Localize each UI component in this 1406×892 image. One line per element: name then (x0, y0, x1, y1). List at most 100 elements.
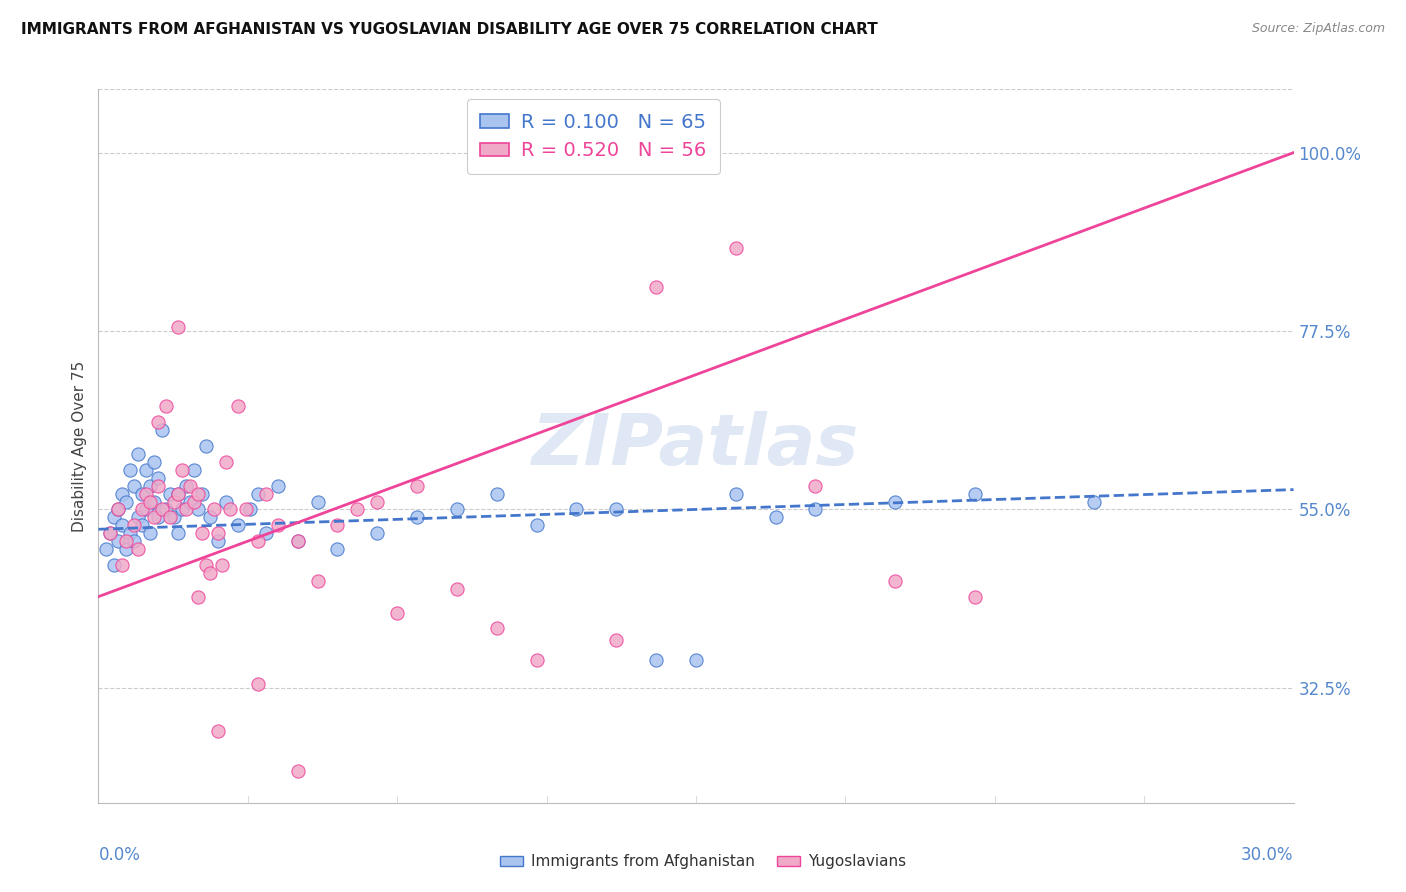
Point (215, 494, 238, 508)
Point (111, 486, 134, 500)
Point (167, 526, 190, 541)
Point (107, 502, 129, 516)
Point (645, 280, 668, 294)
Point (215, 455, 238, 469)
Point (207, 526, 229, 541)
Point (254, 486, 277, 500)
Point (167, 320, 190, 334)
Point (124, 478, 146, 492)
Point (150, 502, 173, 516)
Point (287, 534, 309, 549)
Point (226, 518, 249, 533)
Point (115, 542, 138, 557)
Point (139, 526, 162, 541)
Point (346, 502, 368, 516)
Point (115, 494, 138, 508)
Point (884, 574, 907, 588)
Point (143, 455, 166, 469)
Point (963, 590, 986, 604)
Point (172, 502, 194, 516)
Point (1083, 494, 1105, 508)
Point (167, 486, 190, 500)
Text: 0.0%: 0.0% (98, 846, 141, 863)
Point (207, 724, 229, 739)
Point (98, 526, 122, 541)
Point (485, 621, 508, 635)
Point (120, 463, 142, 477)
Point (605, 633, 627, 648)
Point (565, 502, 588, 516)
Point (96, 542, 118, 557)
Point (135, 502, 157, 516)
Point (267, 478, 290, 492)
Point (107, 502, 129, 516)
Point (131, 502, 153, 516)
Point (246, 486, 269, 500)
Point (326, 542, 349, 557)
Point (159, 510, 181, 524)
Point (172, 463, 194, 477)
Point (406, 510, 429, 524)
Point (103, 510, 125, 524)
Text: IMMIGRANTS FROM AFGHANISTAN VS YUGOSLAVIAN DISABILITY AGE OVER 75 CORRELATION CH: IMMIGRANTS FROM AFGHANISTAN VS YUGOSLAVI… (21, 22, 877, 37)
Point (131, 486, 153, 500)
Point (326, 518, 349, 533)
Point (307, 574, 329, 588)
Point (183, 494, 205, 508)
Point (804, 478, 827, 492)
Point (804, 502, 827, 516)
Point (254, 526, 277, 541)
Point (385, 606, 409, 620)
Point (366, 526, 388, 541)
Point (239, 502, 262, 516)
Point (246, 534, 269, 549)
Point (174, 502, 197, 516)
Point (645, 653, 668, 667)
Point (724, 241, 747, 255)
Point (124, 518, 146, 533)
Legend: R = 0.100   N = 65, R = 0.520   N = 56: R = 0.100 N = 65, R = 0.520 N = 56 (467, 99, 720, 174)
Point (174, 478, 197, 492)
Text: ZIPatlas: ZIPatlas (533, 411, 859, 481)
Point (131, 518, 153, 533)
Point (526, 653, 548, 667)
Point (148, 510, 170, 524)
Point (963, 486, 986, 500)
Point (287, 534, 309, 549)
Point (366, 494, 388, 508)
Point (207, 534, 229, 549)
Point (107, 534, 129, 549)
Point (446, 582, 468, 596)
Point (246, 677, 269, 691)
Point (148, 478, 170, 492)
Text: 30.0%: 30.0% (1241, 846, 1294, 863)
Legend: Immigrants from Afghanistan, Yugoslavians: Immigrants from Afghanistan, Yugoslavian… (494, 848, 912, 875)
Point (724, 486, 747, 500)
Point (235, 502, 257, 516)
Point (211, 558, 233, 572)
Point (526, 518, 548, 533)
Point (605, 502, 627, 516)
Point (765, 510, 787, 524)
Point (191, 526, 214, 541)
Point (187, 502, 209, 516)
Point (226, 400, 249, 414)
Point (187, 486, 209, 500)
Point (406, 478, 429, 492)
Point (446, 502, 468, 516)
Point (111, 558, 134, 572)
Point (98, 526, 122, 541)
Point (163, 494, 186, 508)
Point (485, 486, 508, 500)
Point (159, 486, 181, 500)
Point (163, 510, 186, 524)
Point (202, 502, 225, 516)
Point (187, 590, 209, 604)
Point (148, 471, 170, 485)
Point (183, 463, 205, 477)
Y-axis label: Disability Age Over 75: Disability Age Over 75 (72, 360, 87, 532)
Point (179, 478, 201, 492)
Point (219, 502, 242, 516)
Point (167, 486, 190, 500)
Point (179, 494, 201, 508)
